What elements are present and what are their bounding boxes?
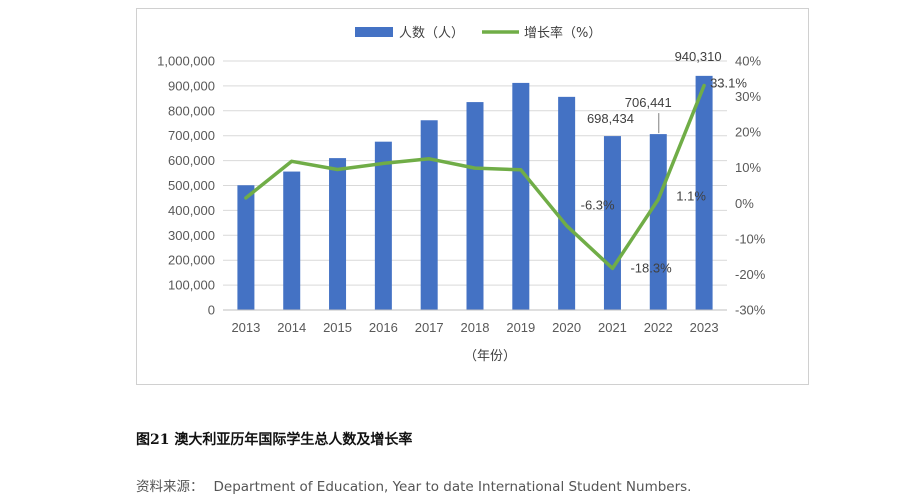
legend-label-bar: 人数（人）: [399, 26, 464, 41]
legend-swatch-bar: [355, 27, 393, 37]
legend: 人数（人） 增长率（%）: [355, 25, 601, 41]
data-label: 33.1%: [710, 76, 747, 91]
x-axis-title: （年份）: [464, 349, 516, 364]
x-tick-label: 2019: [506, 320, 535, 335]
y2-tick-label: 20%: [735, 125, 761, 140]
y-tick-label: 600,000: [168, 153, 215, 168]
y2-tick-label: 40%: [735, 54, 761, 69]
y2-tick-label: -20%: [735, 267, 766, 282]
x-tick-label: 2022: [644, 320, 673, 335]
bar: [375, 142, 392, 310]
x-tick-label: 2021: [598, 320, 627, 335]
data-label: 698,434: [587, 111, 634, 126]
bar: [329, 158, 346, 310]
bar: [237, 185, 254, 310]
bar: [558, 97, 575, 310]
data-label: 940,310: [675, 49, 722, 64]
source-text: Department of Education, Year to date In…: [214, 479, 692, 495]
y-tick-label: 900,000: [168, 78, 215, 93]
bar: [512, 83, 529, 310]
y2-tick-label: -30%: [735, 303, 766, 318]
figure-caption: 图21 澳大利亚历年国际学生总人数及增长率: [136, 429, 412, 449]
y-tick-label: 100,000: [168, 278, 215, 293]
legend-label-line: 增长率（%）: [524, 25, 601, 41]
data-label: -6.3%: [581, 198, 615, 213]
y2-tick-label: 0%: [735, 196, 754, 211]
bar: [467, 102, 484, 310]
x-tick-label: 2017: [415, 320, 444, 335]
y-tick-label: 800,000: [168, 103, 215, 118]
source-note: 资料来源： Department of Education, Year to da…: [136, 475, 691, 495]
chart-frame: 0 100,000 200,000 300,000 400,000 500,000 600,…: [136, 8, 809, 385]
x-tick-label: 2016: [369, 320, 398, 335]
bar: [604, 136, 621, 310]
bar: [283, 172, 300, 310]
data-label: 706,441: [625, 95, 672, 110]
x-tick-label: 2023: [690, 320, 719, 335]
y-tick-label: 200,000: [168, 253, 215, 268]
y-tick-label: 700,000: [168, 128, 215, 143]
y-tick-label: 0: [208, 303, 215, 318]
x-tick-label: 2014: [277, 320, 306, 335]
combo-chart: 0 100,000 200,000 300,000 400,000 500,000 600,…: [137, 9, 808, 384]
y2-tick-label: -10%: [735, 231, 766, 246]
x-tick-label: 2015: [323, 320, 352, 335]
y-tick-label: 400,000: [168, 203, 215, 218]
y-tick-label: 300,000: [168, 228, 215, 243]
y-tick-label: 1,000,000: [157, 54, 215, 69]
y2-tick-label: 30%: [735, 89, 761, 104]
data-label: 1.1%: [676, 188, 706, 203]
y-tick-label: 500,000: [168, 178, 215, 193]
data-label: -18.3%: [630, 260, 672, 275]
x-tick-label: 2020: [552, 320, 581, 335]
source-label: 资料来源：: [136, 479, 204, 495]
y2-tick-label: 10%: [735, 160, 761, 175]
x-tick-label: 2013: [231, 320, 260, 335]
bar: [650, 134, 667, 310]
x-tick-label: 2018: [461, 320, 490, 335]
bar: [421, 120, 438, 310]
